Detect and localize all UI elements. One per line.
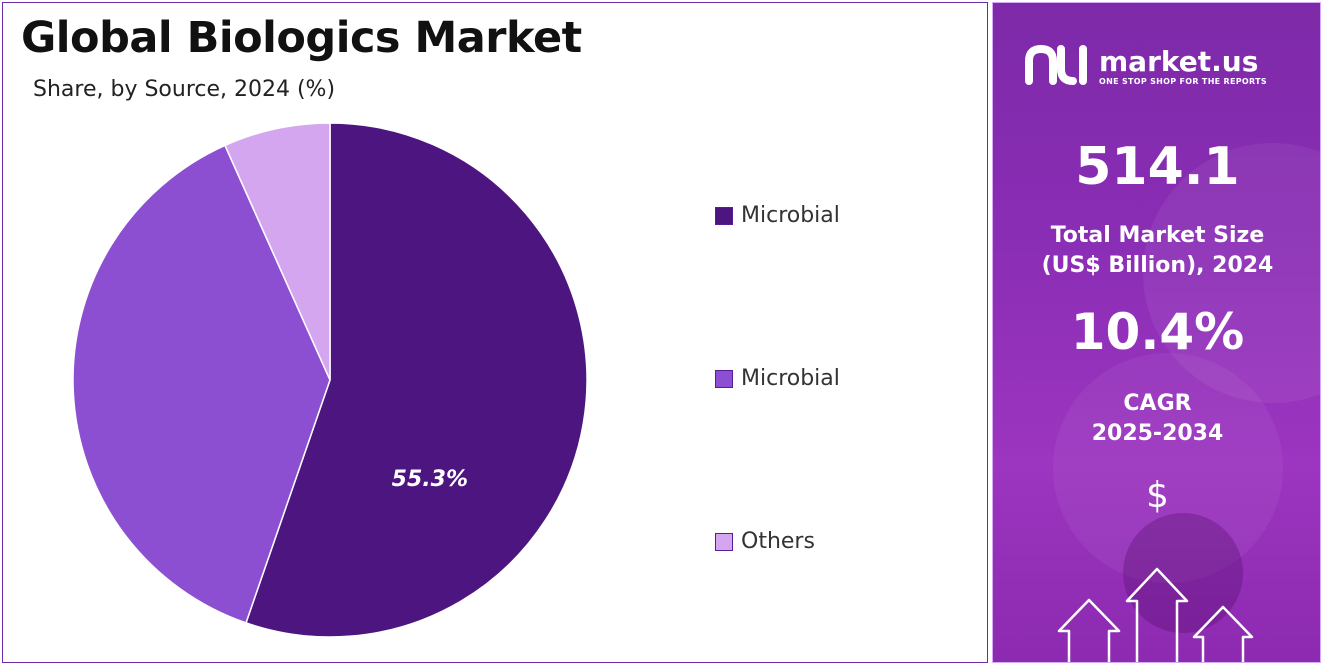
legend-label: Others [741,529,815,554]
chart-title: Global Biologics Market [21,13,582,63]
pie-slice-0 [245,122,588,638]
growth-arrows [1057,567,1254,662]
chart-subtitle: Share, by Source, 2024 (%) [33,77,336,102]
legend-swatch [715,532,733,551]
market-us-logo-icon [1025,44,1087,85]
pie-slice-2 [223,122,331,381]
summary-panel: market.us ONE STOP SHOP FOR THE REPORTS … [992,2,1321,663]
pie-slice-1 [72,144,331,624]
up-arrow-icon [1125,567,1189,662]
legend-swatch [715,369,733,388]
market-us-logo[interactable]: market.us ONE STOP SHOP FOR THE REPORTS [1023,41,1267,91]
logo-tagline: ONE STOP SHOP FOR THE REPORTS [1099,76,1267,86]
cagr-label-line1: CAGR [1123,391,1192,416]
up-arrow-icon [1192,605,1254,662]
market-size-label-line2: (US$ Billion), 2024 [1041,253,1274,278]
chart-panel: Global Biologics Market Share, by Source… [2,2,988,663]
background-decoration [1053,353,1283,583]
legend-label: Microbial [741,366,840,391]
legend-item-2: Others [715,529,815,554]
pie-chart: 55.3% [72,122,588,638]
background-decoration [1123,513,1243,633]
up-arrow-icon [1057,598,1121,662]
legend-item-1: Microbial [715,366,840,391]
legend-item-0: Microbial [715,203,840,228]
legend-label: Microbial [741,203,840,228]
cagr-label-line2: 2025-2034 [1091,421,1224,446]
pie-data-label-0: 55.3% [392,467,468,492]
legend-swatch [715,206,733,225]
market-size-value: 514.1 [1075,137,1240,197]
dollar-icon: $ [1146,475,1169,516]
cagr-value: 10.4% [1070,303,1245,361]
market-size-label-line1: Total Market Size [1050,223,1265,248]
logo-name: market.us [1099,44,1259,78]
